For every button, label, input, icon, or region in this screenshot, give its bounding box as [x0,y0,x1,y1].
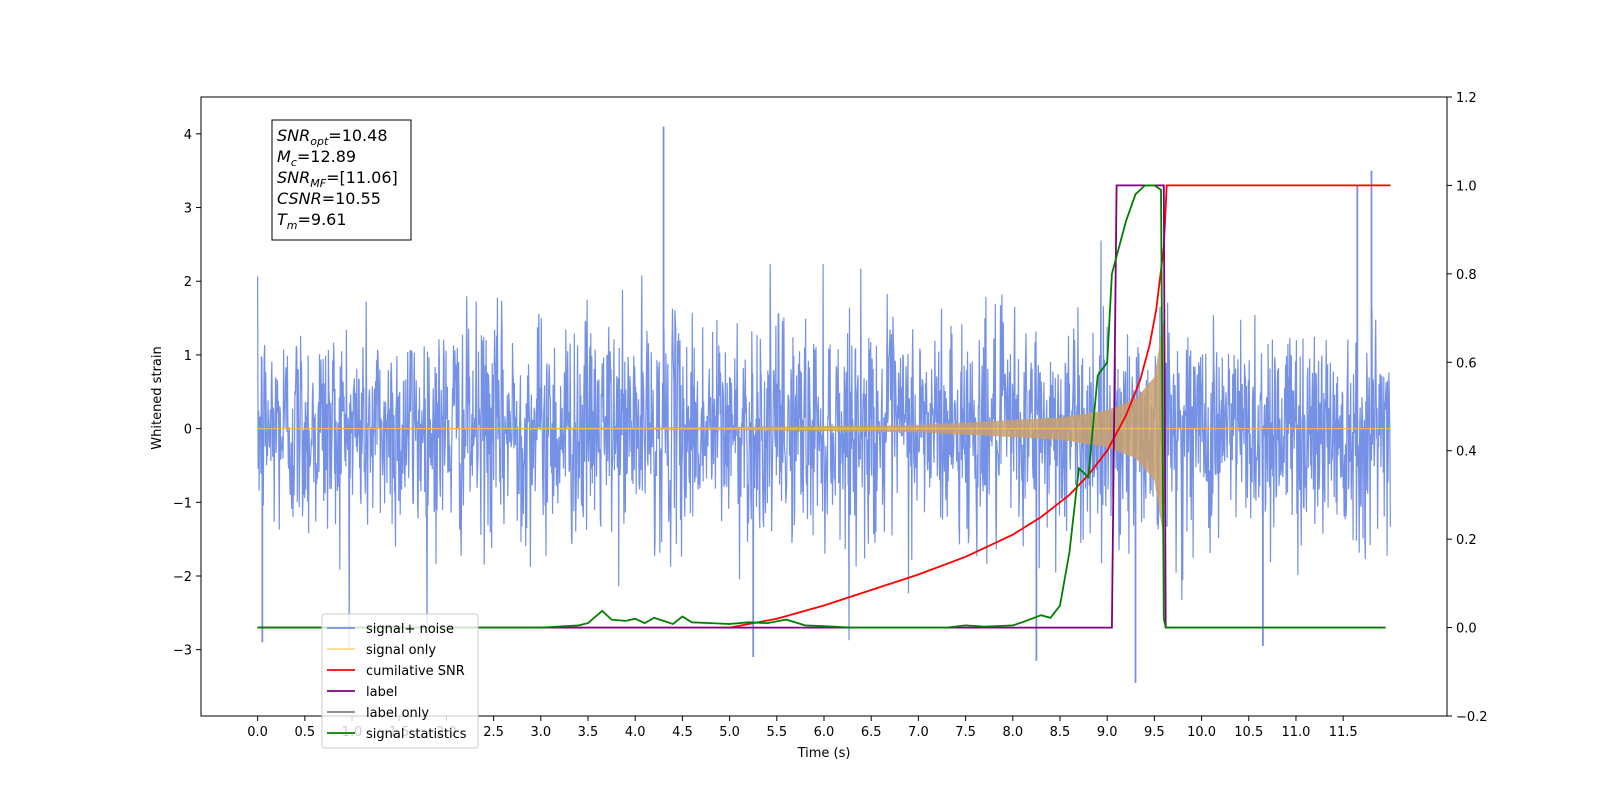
y-tick-label: −1 [173,496,192,511]
y-axis-ticks: −3 −2 −1 0 1 2 3 4 [173,128,201,659]
x-tick-label: 6.0 [814,725,835,740]
legend-entry: label only [327,706,429,721]
series-signal-statistics [257,184,1386,629]
y-tick-label: 1 [184,349,192,364]
annotation-line: CSNR=10.55 [277,189,381,208]
y2-tick-label: 0.0 [1456,622,1477,637]
annotation-line: SNRMF=[11.06] [277,168,398,190]
annotation-line: Tm=9.61 [277,210,347,232]
x-tick-label: 9.0 [1097,725,1118,740]
x-tick-label: 9.5 [1144,725,1165,740]
legend-label: signal+ noise [366,622,454,637]
series-signal-plus-noise [257,126,1391,683]
y-axis-label: Whitened strain [150,346,165,449]
series-signal-only [257,318,1391,540]
y-tick-label: 4 [184,128,192,143]
x-tick-label: 5.5 [766,725,787,740]
stats-annotation-box: SNRopt=10.48Mc=12.89SNRMF=[11.06]CSNR=10… [271,119,412,241]
x-tick-label: 7.5 [955,725,976,740]
x-tick-label: 11.0 [1281,725,1310,740]
legend-entry: cumilative SNR [327,664,465,679]
legend-entry: label [327,685,397,700]
y2-tick-label: 0.8 [1456,268,1477,283]
annotation-line: Mc=12.89 [277,147,356,169]
x-tick-label: 3.0 [530,725,551,740]
legend-label: label [366,685,397,700]
y-tick-label: −2 [173,570,192,585]
y2-tick-label: 1.2 [1456,91,1477,106]
x-tick-label: 4.5 [672,725,693,740]
x-tick-label: 0.5 [294,725,315,740]
right-axis-series [257,184,1391,629]
legend-label: signal only [366,643,436,658]
x-tick-label: 5.0 [719,725,740,740]
y2-tick-label: 0.4 [1456,445,1477,460]
y-tick-label: 2 [184,275,192,290]
x-tick-label: 4.0 [625,725,646,740]
legend-entry: signal only [327,643,436,658]
annotation-line: SNRopt=10.48 [277,126,388,148]
annotation-frame [271,119,412,241]
x-tick-label: 7.0 [908,725,929,740]
y2-tick-label: 0.2 [1456,533,1477,548]
x-tick-label: 6.5 [861,725,882,740]
y-tick-label: 0 [184,423,192,438]
x-tick-label: 0.0 [247,725,268,740]
noise-line [257,240,1391,650]
legend-entry: signal statistics [327,727,467,742]
x-tick-label: 11.5 [1329,725,1358,740]
y-tick-label: −3 [173,644,192,659]
y2-tick-label: 0.6 [1456,356,1477,371]
y2-tick-label: 1.0 [1456,179,1477,194]
legend-frame [321,613,479,749]
x-tick-label: 8.5 [1050,725,1071,740]
legend-label: label only [366,706,429,721]
legend: signal+ noise signal only cumilative SNR la… [321,613,479,749]
legend-label: cumilative SNR [366,664,465,679]
legend-label: signal statistics [366,727,467,742]
x-tick-label: 10.5 [1234,725,1263,740]
x-axis-label: Time (s) [797,746,851,761]
x-tick-label: 10.0 [1187,725,1216,740]
legend-entry: signal+ noise [327,622,454,637]
y-tick-label: 3 [184,202,192,217]
x-tick-label: 2.5 [483,725,504,740]
y2-axis-ticks: −0.2 0.0 0.2 0.4 0.6 0.8 1.0 1.2 [1447,91,1488,725]
x-tick-label: 8.0 [1002,725,1023,740]
x-tick-label: 3.5 [578,725,599,740]
y2-tick-label: −0.2 [1456,710,1488,725]
